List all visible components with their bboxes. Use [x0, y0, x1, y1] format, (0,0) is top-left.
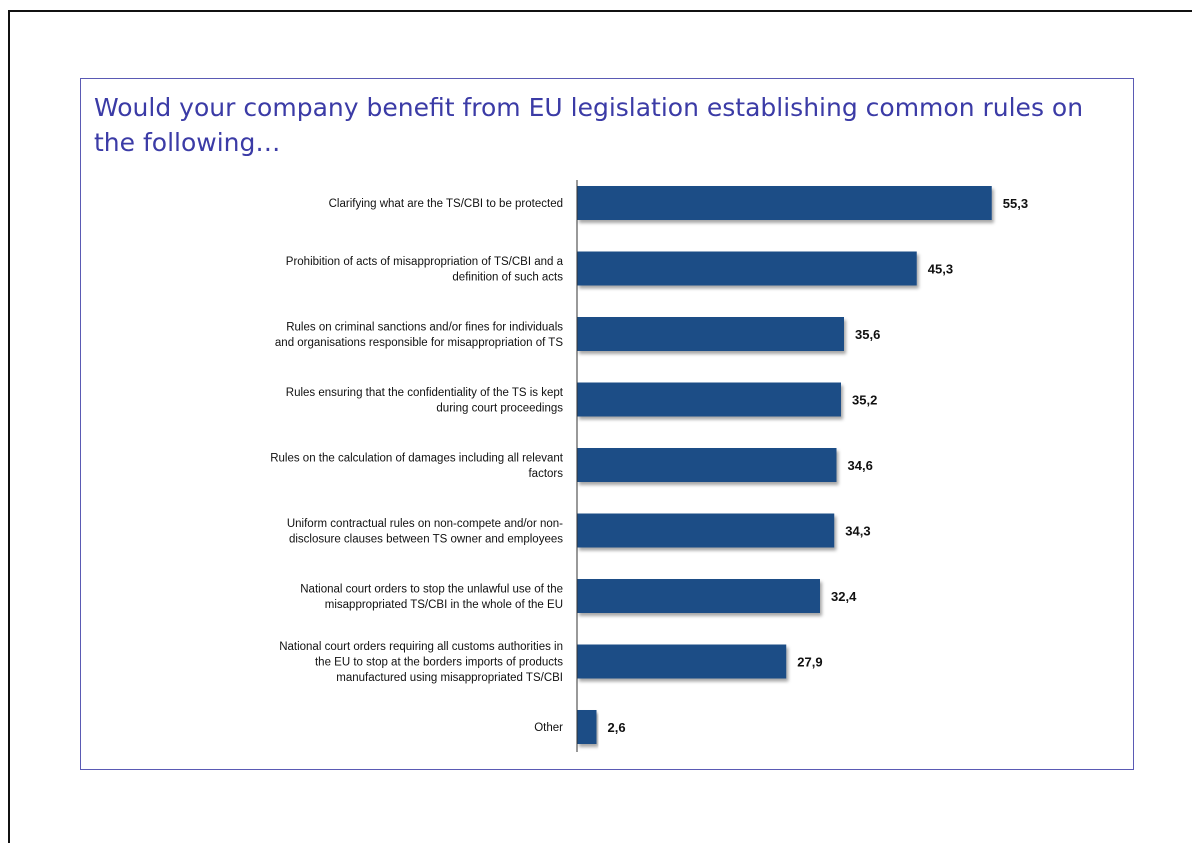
category-label-9: Other — [534, 722, 563, 734]
bar-8 — [577, 644, 787, 679]
bar-7 — [577, 579, 820, 613]
value-label-5: 34,6 — [848, 458, 873, 473]
value-label-1: 55,3 — [1003, 196, 1028, 211]
category-label-1: Clarifying what are the TS/CBI to be pro… — [329, 198, 563, 210]
category-label-4: Rules ensuring that the confidentiality … — [286, 387, 564, 415]
bar-2 — [577, 251, 917, 286]
category-label-2: Prohibition of acts of misappropriation … — [286, 256, 564, 284]
bar-3 — [577, 317, 844, 351]
category-label-6: Uniform contractual rules on non-compete… — [287, 518, 563, 546]
bar-1 — [577, 186, 992, 220]
chart-frame — [80, 78, 1134, 770]
page-frame — [8, 10, 1192, 843]
category-label-7: National court orders to stop the unlawf… — [300, 583, 563, 611]
value-label-8: 27,9 — [797, 655, 822, 670]
value-label-3: 35,6 — [855, 327, 880, 342]
category-label-3: Rules on criminal sanctions and/or fines… — [275, 321, 563, 349]
value-label-2: 45,3 — [928, 262, 953, 277]
category-label-8: National court orders requiring all cust… — [279, 641, 563, 684]
value-label-6: 34,3 — [845, 524, 870, 539]
bar-5 — [577, 448, 837, 482]
bar-9 — [577, 710, 597, 744]
bar-4 — [577, 382, 841, 417]
bar-6 — [577, 513, 835, 548]
category-label-5: Rules on the calculation of damages incl… — [270, 452, 564, 480]
value-label-9: 2,6 — [608, 720, 626, 735]
value-label-4: 35,2 — [852, 393, 877, 408]
value-label-7: 32,4 — [831, 589, 857, 604]
chart-title: Would your company benefit from EU legis… — [94, 93, 1084, 157]
